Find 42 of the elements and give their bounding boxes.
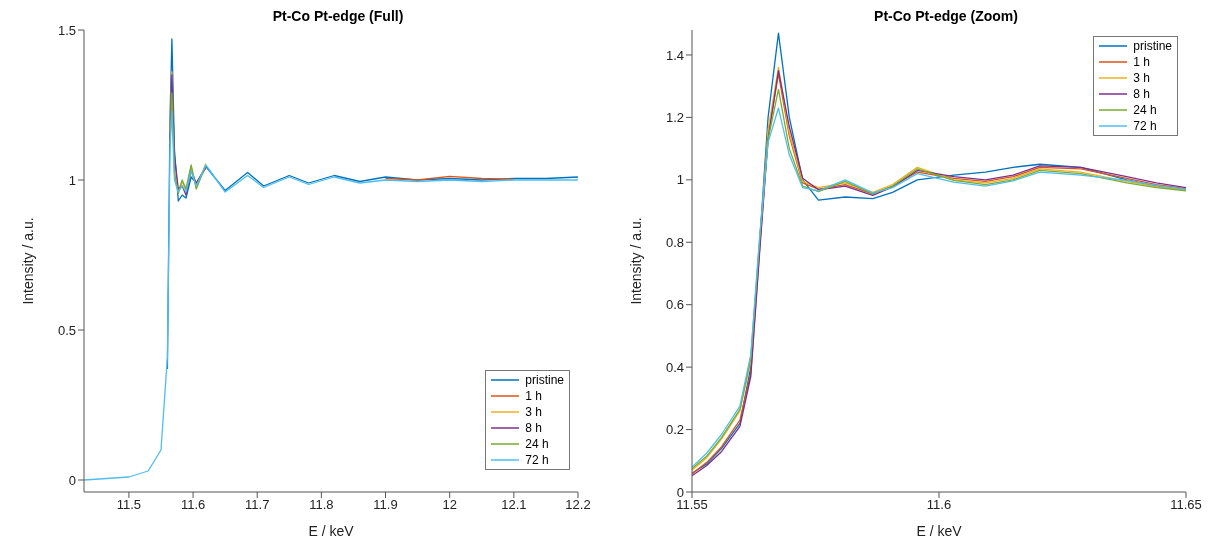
y-tick-label: 0.4 xyxy=(665,359,684,375)
legend-label: 8 h xyxy=(1133,87,1150,101)
x-tick-label: 11.55 xyxy=(676,497,708,513)
y-tick-label: 0 xyxy=(68,472,76,488)
x-tick-label: 11.8 xyxy=(309,497,334,513)
legend-label: 24 h xyxy=(1133,103,1157,117)
x-tick-label: 12.1 xyxy=(501,497,527,513)
x-tick-label: 11.6 xyxy=(926,497,952,513)
y-axis-title: Intensity / a.u. xyxy=(627,217,644,305)
y-tick-label: 0.6 xyxy=(665,297,684,313)
legend-label: 72 h xyxy=(1133,119,1157,133)
x-tick-label: 11.7 xyxy=(245,497,270,513)
x-tick-label: 12.2 xyxy=(565,497,591,513)
y-tick-label: 1 xyxy=(68,172,76,188)
x-tick-label: 11.5 xyxy=(116,497,142,513)
legend-label: 1 h xyxy=(1133,55,1150,69)
legend-label: 72 h xyxy=(525,453,549,467)
y-tick-label: 1.4 xyxy=(665,47,684,63)
x-tick-label: 11.9 xyxy=(373,497,398,513)
legend-label: 24 h xyxy=(525,437,549,451)
legend-label: 3 h xyxy=(525,405,542,419)
line-series xyxy=(84,110,578,481)
legend-label: 3 h xyxy=(1133,71,1150,85)
x-axis-title: E / keV xyxy=(308,523,355,539)
y-axis-title: Intensity / a.u. xyxy=(19,217,36,305)
chart-title: Pt-Co Pt-edge (Full) xyxy=(272,8,404,24)
y-tick-label: 0.2 xyxy=(665,422,684,438)
x-tick-label: 11.65 xyxy=(1170,497,1202,513)
legend-label: 1 h xyxy=(525,389,542,403)
legend-label: pristine xyxy=(1133,39,1172,53)
legend-label: 8 h xyxy=(525,421,542,435)
chart-title: Pt-Co Pt-edge (Zoom) xyxy=(873,8,1019,26)
y-tick-label: 0.8 xyxy=(665,234,684,250)
y-tick-label: 0.5 xyxy=(57,322,76,338)
y-tick-label: 1.2 xyxy=(665,110,684,126)
x-tick-label: 11.6 xyxy=(180,497,206,513)
y-tick-label: 1 xyxy=(676,172,684,188)
y-tick-label: 0 xyxy=(676,484,684,500)
x-tick-label: 12 xyxy=(442,497,457,513)
y-tick-label: 1.5 xyxy=(57,22,76,38)
legend-label: pristine xyxy=(525,373,564,387)
x-axis-title: E / keV xyxy=(916,523,963,539)
